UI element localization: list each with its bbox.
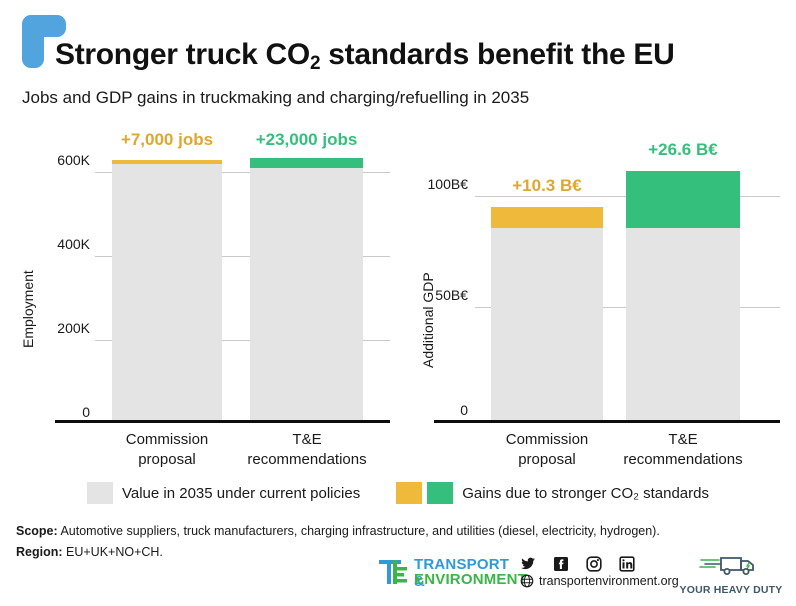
category-label-te: T&E recommendations <box>236 430 378 470</box>
category-label-line2: recommendations <box>623 451 743 468</box>
globe-icon <box>520 574 534 588</box>
te-logo-line2: ENVIRONMENT <box>414 571 528 588</box>
electric-truck-icon <box>699 557 754 575</box>
linkedin-icon[interactable] <box>619 556 635 572</box>
value-label-te: +26.6 B€ <box>648 140 718 159</box>
te-logo[interactable]: TRANSPORT & ENVIRONMENT <box>378 556 527 590</box>
partner-label: YOUR HEAVY DUTY <box>679 584 783 596</box>
bar-gain-te <box>250 158 363 168</box>
gridline-400k <box>95 256 390 257</box>
chart-legend: Value in 2035 under current policies Gai… <box>0 478 796 508</box>
te-monogram-icon <box>379 560 407 584</box>
category-label-line1: T&E <box>668 431 698 448</box>
chart-employment: +7,000 jobs +23,000 jobs 600K 400K 200K … <box>0 118 400 474</box>
facebook-icon[interactable] <box>553 556 569 572</box>
bar-base-te <box>250 168 363 420</box>
bar-gain-commission <box>491 207 603 228</box>
twitter-icon[interactable] <box>520 556 536 572</box>
bar-base-commission <box>112 164 222 420</box>
social-links: transportenvironment.org <box>520 556 679 590</box>
page-subtitle: Jobs and GDP gains in truckmaking and ch… <box>22 88 530 107</box>
header: Stronger truck CO2 standards benefit the… <box>0 0 796 118</box>
yaxis-title-gdp: Additional GDP <box>420 272 436 368</box>
category-label-line2: proposal <box>138 451 196 468</box>
legend-item-baseline: Value in 2035 under current policies <box>86 482 361 504</box>
page-title: Stronger truck CO2 standards benefit the… <box>55 38 675 74</box>
ytick-0: 0 <box>82 404 90 420</box>
partner-badge: YOUR HEAVY DUTY <box>676 554 786 596</box>
legend-item-gains: Gains due to stronger CO₂ standards <box>396 482 709 504</box>
value-label-commission: +10.3 B€ <box>512 176 582 195</box>
te-corner-flag-icon <box>22 15 66 68</box>
category-label-commission: Commission proposal <box>97 430 237 470</box>
legend-swatch-yellow <box>396 482 423 504</box>
value-label-te: +23,000 jobs <box>255 130 358 149</box>
bar-gain-te <box>626 171 740 228</box>
legend-label-gains: Gains due to stronger CO₂ standards <box>462 484 709 502</box>
category-label-te: T&E recommendations <box>612 430 754 470</box>
footnote-scope: Scope: Automotive suppliers, truck manuf… <box>16 524 660 538</box>
category-label-line1: Commission <box>505 431 589 448</box>
gridline-600k <box>95 172 390 173</box>
bar-base-te <box>626 228 740 420</box>
page-title-main: Stronger truck CO <box>55 38 310 71</box>
footnote-region-label: Region: <box>16 545 63 559</box>
gridline-200k <box>95 340 390 341</box>
category-label-line1: Commission <box>125 431 209 448</box>
te-logo-line1: TRANSPORT & <box>414 556 510 590</box>
website-url: transportenvironment.org <box>539 574 679 588</box>
ytick-0: 0 <box>460 402 468 418</box>
category-label-line1: T&E <box>292 431 322 448</box>
chart-gdp: +10.3 B€ +26.6 B€ 100B€ 50B€ 0 Additiona… <box>400 118 796 474</box>
legend-label-baseline: Value in 2035 under current policies <box>121 484 361 502</box>
footnote-scope-label: Scope: <box>16 524 58 538</box>
page-title-rest: standards benefit the EU <box>320 38 675 71</box>
footnote-region-text: EU+UK+NO+CH. <box>62 545 163 559</box>
ytick-50be: 50B€ <box>435 287 468 303</box>
yaxis-title-employment: Employment <box>20 270 36 348</box>
value-label-commission: +7,000 jobs <box>120 130 214 149</box>
footer-divider <box>0 512 796 513</box>
xaxis-line <box>434 420 780 423</box>
xaxis-line <box>55 420 390 423</box>
ytick-400k: 400K <box>57 236 90 252</box>
page-title-subscript: 2 <box>309 53 321 74</box>
category-label-line2: recommendations <box>247 451 367 468</box>
instagram-icon[interactable] <box>586 556 602 572</box>
website-link[interactable]: transportenvironment.org <box>520 574 679 588</box>
ytick-100be: 100B€ <box>427 176 468 192</box>
ytick-600k: 600K <box>57 152 90 168</box>
category-label-commission: Commission proposal <box>477 430 617 470</box>
ytick-200k: 200K <box>57 320 90 336</box>
legend-swatch-grey <box>86 482 113 504</box>
bar-base-commission <box>491 228 603 420</box>
legend-swatch-green <box>427 482 454 504</box>
bar-gain-commission <box>112 160 222 164</box>
footnote-scope-text: Automotive suppliers, truck manufacturer… <box>57 524 660 538</box>
category-label-line2: proposal <box>518 451 576 468</box>
footnote-region: Region: EU+UK+NO+CH. <box>16 545 163 559</box>
